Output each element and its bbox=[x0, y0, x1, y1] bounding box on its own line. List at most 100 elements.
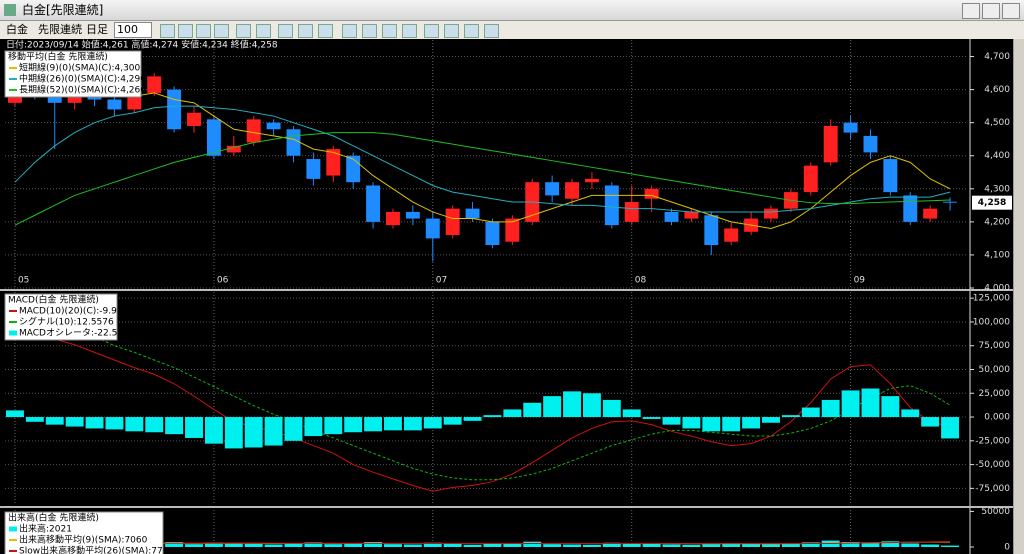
tool-icon[interactable] bbox=[402, 24, 417, 38]
bar bbox=[304, 417, 323, 437]
tool-icon[interactable] bbox=[236, 24, 251, 38]
tool-icon[interactable] bbox=[160, 24, 175, 38]
legend-box bbox=[4, 511, 164, 554]
bar bbox=[781, 415, 800, 418]
bar bbox=[801, 542, 820, 547]
bar bbox=[682, 544, 701, 547]
close-button[interactable] bbox=[1002, 3, 1020, 19]
bar bbox=[244, 417, 263, 448]
minimize-button[interactable] bbox=[962, 3, 980, 19]
candle-body bbox=[565, 182, 579, 199]
bar bbox=[582, 544, 601, 547]
bar bbox=[881, 396, 900, 418]
y-tick-label: 25,000 bbox=[979, 389, 1011, 399]
bar bbox=[224, 543, 243, 547]
period-select[interactable]: 日足 bbox=[86, 23, 108, 36]
bar bbox=[364, 417, 383, 432]
tool-icon[interactable] bbox=[214, 24, 229, 38]
tool-icon[interactable] bbox=[318, 24, 333, 38]
chart-area: 05 06 07 08 09 4,000 4,100 4,200 4,300 4,400 4,500… bbox=[0, 39, 1013, 554]
x-tick-label: 07 bbox=[436, 276, 447, 286]
y-tick-label: 4,400 bbox=[984, 151, 1010, 161]
app-icon bbox=[4, 4, 16, 16]
bar bbox=[165, 542, 184, 547]
toolbar: 白金 先限連続 日足 100 bbox=[0, 21, 1024, 39]
bar bbox=[642, 543, 661, 547]
tool-icon[interactable] bbox=[444, 24, 459, 38]
tool-icon[interactable] bbox=[362, 24, 377, 38]
bar bbox=[801, 407, 820, 418]
commodity-button[interactable]: 白金 bbox=[6, 23, 28, 36]
legend-label: 中期線(26)(0)(SMA)(C):4,290 bbox=[19, 73, 146, 85]
y-tick-label: 4,000 bbox=[984, 284, 1010, 294]
bar bbox=[563, 544, 581, 547]
legend-title: 移動平均(白金 先限連続) bbox=[8, 51, 108, 63]
bar bbox=[702, 544, 721, 547]
bar bbox=[821, 399, 840, 418]
y-tick-label: 125,000 bbox=[973, 294, 1010, 304]
tool-icon[interactable] bbox=[382, 24, 397, 38]
bar bbox=[881, 541, 900, 547]
bar bbox=[324, 544, 343, 547]
bar bbox=[483, 415, 502, 418]
bar bbox=[642, 417, 661, 419]
y-tick-label: -75,000 bbox=[975, 484, 1010, 494]
bar bbox=[244, 543, 263, 547]
candle-body bbox=[883, 159, 898, 193]
bar bbox=[384, 417, 402, 431]
bar bbox=[463, 417, 482, 421]
bar bbox=[781, 543, 800, 547]
bar bbox=[264, 544, 283, 547]
bar bbox=[722, 417, 741, 432]
y-tick-label: 4,100 bbox=[984, 250, 1010, 260]
candle-body bbox=[326, 149, 341, 176]
y-tick-label: -50,000 bbox=[975, 460, 1010, 470]
candle-body bbox=[346, 155, 361, 183]
candle-body bbox=[425, 218, 440, 239]
maximize-button[interactable] bbox=[982, 3, 1000, 19]
tool-icon[interactable] bbox=[342, 24, 357, 38]
y-tick-label: 50000 bbox=[981, 507, 1010, 517]
bar bbox=[85, 417, 104, 429]
y-tick-label: 4,700 bbox=[984, 52, 1010, 62]
tool-icon[interactable] bbox=[256, 24, 271, 38]
tool-icon[interactable] bbox=[178, 24, 193, 38]
bar bbox=[543, 544, 562, 547]
bar bbox=[582, 393, 601, 418]
candle-body bbox=[684, 211, 699, 219]
candle-body bbox=[803, 165, 818, 193]
tool-icon[interactable] bbox=[278, 24, 293, 38]
candle-body bbox=[664, 211, 679, 222]
bar bbox=[543, 396, 562, 418]
scrollbar[interactable] bbox=[1013, 39, 1024, 554]
series-line bbox=[14, 105, 951, 213]
legend-label: シグナル(10):12.5576 bbox=[19, 316, 114, 328]
tool-icon[interactable] bbox=[464, 24, 479, 38]
tool-icon[interactable] bbox=[484, 24, 499, 38]
y-tick-label: 4,300 bbox=[984, 184, 1010, 194]
bar bbox=[105, 417, 124, 430]
tool-icon[interactable] bbox=[424, 24, 439, 38]
x-tick-label: 08 bbox=[635, 276, 647, 286]
series-line bbox=[14, 540, 951, 545]
tool-icon[interactable] bbox=[196, 24, 211, 38]
candle-body bbox=[306, 159, 321, 179]
candle-body bbox=[644, 188, 659, 199]
candle-body bbox=[206, 119, 221, 156]
candle-body bbox=[823, 125, 838, 163]
price-header: 日付:2023/09/14 始値:4,261 高値:4,274 安値:4,234… bbox=[6, 39, 278, 51]
candle-body bbox=[704, 215, 719, 246]
bar bbox=[602, 542, 621, 547]
bar bbox=[682, 417, 701, 429]
contract-button[interactable]: 先限連続 bbox=[38, 23, 82, 36]
tool-icon[interactable] bbox=[298, 24, 313, 38]
bar bbox=[602, 399, 621, 418]
candle-body bbox=[584, 178, 599, 183]
bar bbox=[185, 417, 203, 438]
candle-body bbox=[266, 122, 281, 130]
bar bbox=[563, 391, 581, 418]
count-input[interactable]: 100 bbox=[114, 22, 152, 38]
candle-body bbox=[465, 208, 480, 219]
bar bbox=[503, 543, 522, 547]
last-price-label: 4,258 bbox=[978, 198, 1006, 208]
